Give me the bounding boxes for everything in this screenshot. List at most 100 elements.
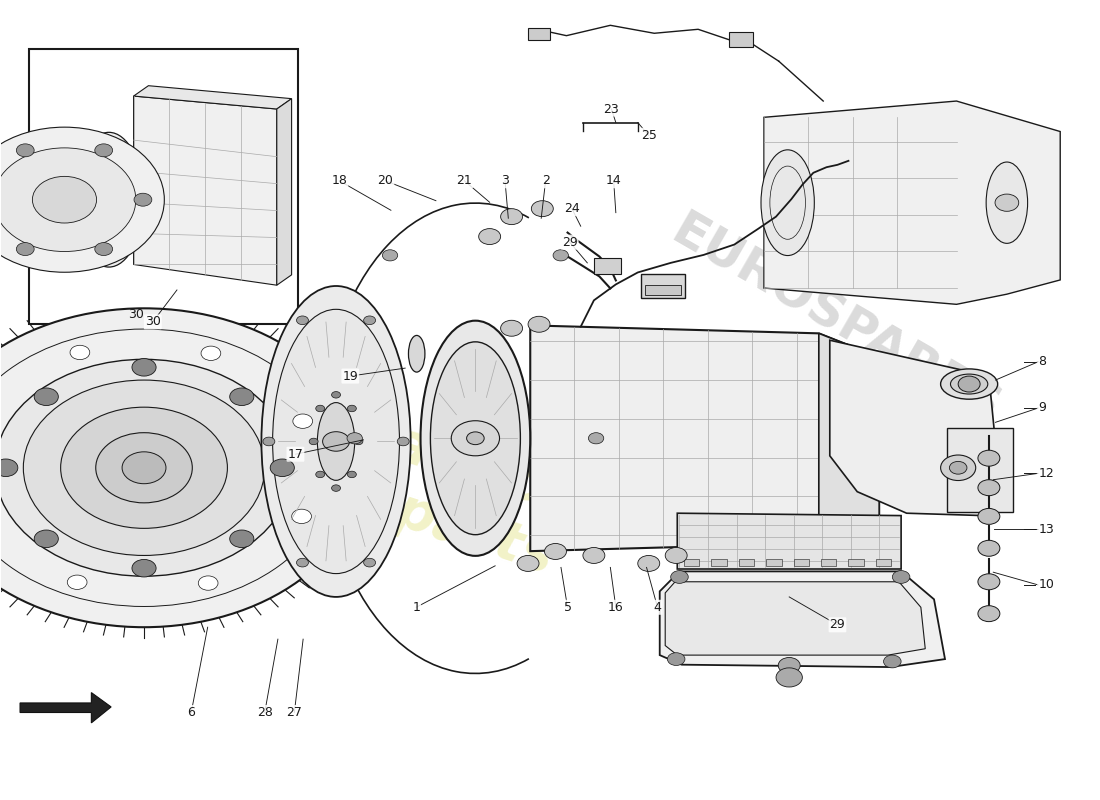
Circle shape	[271, 459, 295, 477]
Circle shape	[553, 250, 569, 261]
Circle shape	[0, 308, 363, 627]
Circle shape	[67, 575, 87, 590]
Circle shape	[60, 407, 228, 528]
Text: 27: 27	[286, 706, 302, 719]
Circle shape	[23, 380, 265, 555]
Text: 19: 19	[342, 370, 359, 382]
Circle shape	[96, 433, 192, 503]
Text: 29: 29	[562, 236, 578, 249]
Polygon shape	[829, 340, 1000, 515]
Text: 2: 2	[541, 174, 550, 187]
Circle shape	[132, 559, 156, 577]
Circle shape	[95, 144, 112, 157]
Circle shape	[776, 668, 802, 687]
Circle shape	[198, 576, 218, 590]
Text: 21: 21	[456, 174, 472, 187]
Circle shape	[478, 229, 500, 245]
Circle shape	[34, 530, 58, 547]
Circle shape	[16, 242, 34, 255]
Circle shape	[346, 433, 362, 444]
Ellipse shape	[986, 162, 1027, 243]
Circle shape	[292, 509, 311, 523]
Circle shape	[528, 316, 550, 332]
Bar	[684, 558, 700, 566]
Circle shape	[331, 391, 341, 398]
Bar	[29, 50, 298, 324]
Text: 14: 14	[606, 174, 621, 187]
Bar	[528, 29, 550, 41]
Circle shape	[316, 406, 324, 412]
Ellipse shape	[950, 374, 988, 394]
Polygon shape	[678, 514, 901, 569]
Circle shape	[978, 480, 1000, 496]
Bar	[947, 428, 1013, 512]
Circle shape	[466, 432, 484, 445]
Circle shape	[134, 194, 152, 206]
Bar	[646, 285, 681, 294]
Circle shape	[671, 570, 689, 583]
Circle shape	[517, 555, 539, 571]
Circle shape	[32, 176, 97, 223]
Circle shape	[531, 201, 553, 217]
Bar	[767, 558, 781, 566]
Text: 6: 6	[187, 706, 195, 719]
Circle shape	[451, 421, 499, 456]
Circle shape	[940, 455, 976, 481]
Circle shape	[892, 570, 910, 583]
Text: 17: 17	[287, 448, 304, 461]
Text: 9: 9	[1038, 402, 1046, 414]
Polygon shape	[277, 98, 292, 286]
Ellipse shape	[75, 132, 143, 267]
Circle shape	[0, 359, 294, 576]
Text: 28: 28	[256, 706, 273, 719]
Text: 29: 29	[829, 618, 845, 631]
Circle shape	[958, 376, 980, 392]
Polygon shape	[764, 101, 1060, 304]
Circle shape	[122, 452, 166, 484]
Text: 8: 8	[1038, 355, 1046, 368]
Circle shape	[978, 509, 1000, 524]
Circle shape	[95, 242, 112, 255]
Text: 25: 25	[641, 129, 657, 142]
Ellipse shape	[318, 402, 354, 480]
Text: 18: 18	[331, 174, 348, 187]
Polygon shape	[660, 571, 945, 667]
Circle shape	[668, 653, 685, 666]
Circle shape	[364, 316, 375, 325]
Polygon shape	[133, 86, 292, 109]
Circle shape	[0, 459, 18, 477]
Bar	[594, 258, 621, 274]
Circle shape	[297, 558, 308, 567]
Polygon shape	[818, 334, 879, 543]
Bar	[848, 558, 864, 566]
Text: 20: 20	[377, 174, 394, 187]
Circle shape	[638, 555, 660, 571]
Circle shape	[978, 606, 1000, 622]
Ellipse shape	[940, 369, 998, 399]
Circle shape	[99, 193, 119, 207]
Bar	[876, 558, 891, 566]
Text: 10: 10	[1038, 578, 1054, 591]
Circle shape	[500, 209, 522, 225]
Bar	[641, 274, 685, 298]
Circle shape	[978, 574, 1000, 590]
Text: 1: 1	[412, 601, 420, 614]
Text: 4: 4	[653, 601, 661, 614]
Circle shape	[544, 543, 566, 559]
Circle shape	[883, 655, 901, 668]
Ellipse shape	[761, 150, 814, 255]
Circle shape	[16, 144, 34, 157]
Bar	[821, 558, 836, 566]
Text: 3: 3	[502, 174, 509, 187]
Polygon shape	[133, 96, 277, 286]
Circle shape	[331, 485, 341, 491]
Circle shape	[230, 388, 254, 406]
Text: EUROSPARES: EUROSPARES	[662, 206, 1008, 434]
Text: 30: 30	[145, 315, 161, 328]
Circle shape	[348, 406, 356, 412]
Ellipse shape	[420, 321, 530, 556]
Circle shape	[201, 346, 221, 361]
Circle shape	[309, 438, 318, 445]
Bar	[793, 558, 808, 566]
Circle shape	[322, 432, 350, 451]
